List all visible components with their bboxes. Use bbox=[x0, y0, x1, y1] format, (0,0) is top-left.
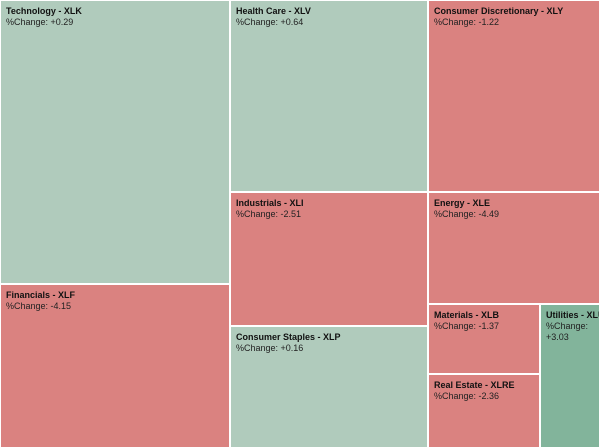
tile-xlf: Financials - XLF %Change: -4.15 bbox=[0, 284, 230, 448]
tile-change-value: %Change: +0.16 bbox=[236, 343, 304, 353]
tile-label: Financials - XLF bbox=[6, 290, 76, 300]
tile-xlp: Consumer Staples - XLP %Change: +0.16 bbox=[230, 326, 428, 448]
tile-label: Industrials - XLI bbox=[236, 198, 304, 208]
tile-label: Consumer Discretionary - XLY bbox=[434, 6, 564, 16]
tile-change-value: %Change: -4.15 bbox=[6, 301, 72, 311]
tile-xlv: Health Care - XLV %Change: +0.64 bbox=[230, 0, 428, 192]
tile-label: Materials - XLB bbox=[434, 310, 500, 320]
tile-change-value: %Change: -1.37 bbox=[434, 321, 500, 331]
tile-change-value: %Change: -2.51 bbox=[236, 209, 302, 219]
tile-change-value: %Change: +3.03 bbox=[546, 321, 589, 342]
tile-change-value: %Change: +0.64 bbox=[236, 17, 304, 27]
tile-xle: Energy - XLE %Change: -4.49 bbox=[428, 192, 600, 304]
tile-xlre: Real Estate - XLRE %Change: -2.36 bbox=[428, 374, 540, 448]
tile-xli: Industrials - XLI %Change: -2.51 bbox=[230, 192, 428, 326]
tile-xlu: Utilities - XLU %Change: +3.03 bbox=[540, 304, 600, 448]
tile-change-value: %Change: -4.49 bbox=[434, 209, 500, 219]
tile-label: Energy - XLE bbox=[434, 198, 491, 208]
tile-xlb: Materials - XLB %Change: -1.37 bbox=[428, 304, 540, 374]
tile-label: Real Estate - XLRE bbox=[434, 380, 515, 390]
tile-label: Technology - XLK bbox=[6, 6, 82, 16]
tile-label: Utilities - XLU bbox=[546, 310, 600, 320]
tile-change-value: %Change: -2.36 bbox=[434, 391, 500, 401]
tile-label: Consumer Staples - XLP bbox=[236, 332, 341, 342]
tile-xly: Consumer Discretionary - XLY %Change: -1.… bbox=[428, 0, 600, 192]
tile-change-value: %Change: -1.22 bbox=[434, 17, 500, 27]
tile-xlk: Technology - XLK %Change: +0.29 bbox=[0, 0, 230, 284]
tile-change-value: %Change: +0.29 bbox=[6, 17, 74, 27]
tile-label: Health Care - XLV bbox=[236, 6, 311, 16]
